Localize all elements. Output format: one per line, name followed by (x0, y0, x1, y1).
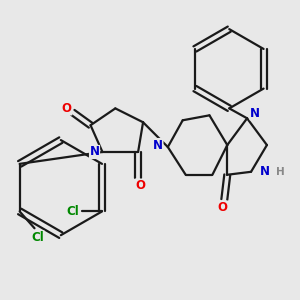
Text: H: H (276, 167, 285, 177)
Text: N: N (89, 146, 100, 158)
Text: N: N (260, 165, 270, 178)
Text: O: O (62, 102, 72, 115)
Text: O: O (135, 179, 145, 192)
Text: Cl: Cl (31, 231, 44, 244)
Text: N: N (153, 139, 163, 152)
Text: O: O (217, 201, 227, 214)
Text: N: N (250, 107, 260, 120)
Text: Cl: Cl (66, 205, 79, 218)
